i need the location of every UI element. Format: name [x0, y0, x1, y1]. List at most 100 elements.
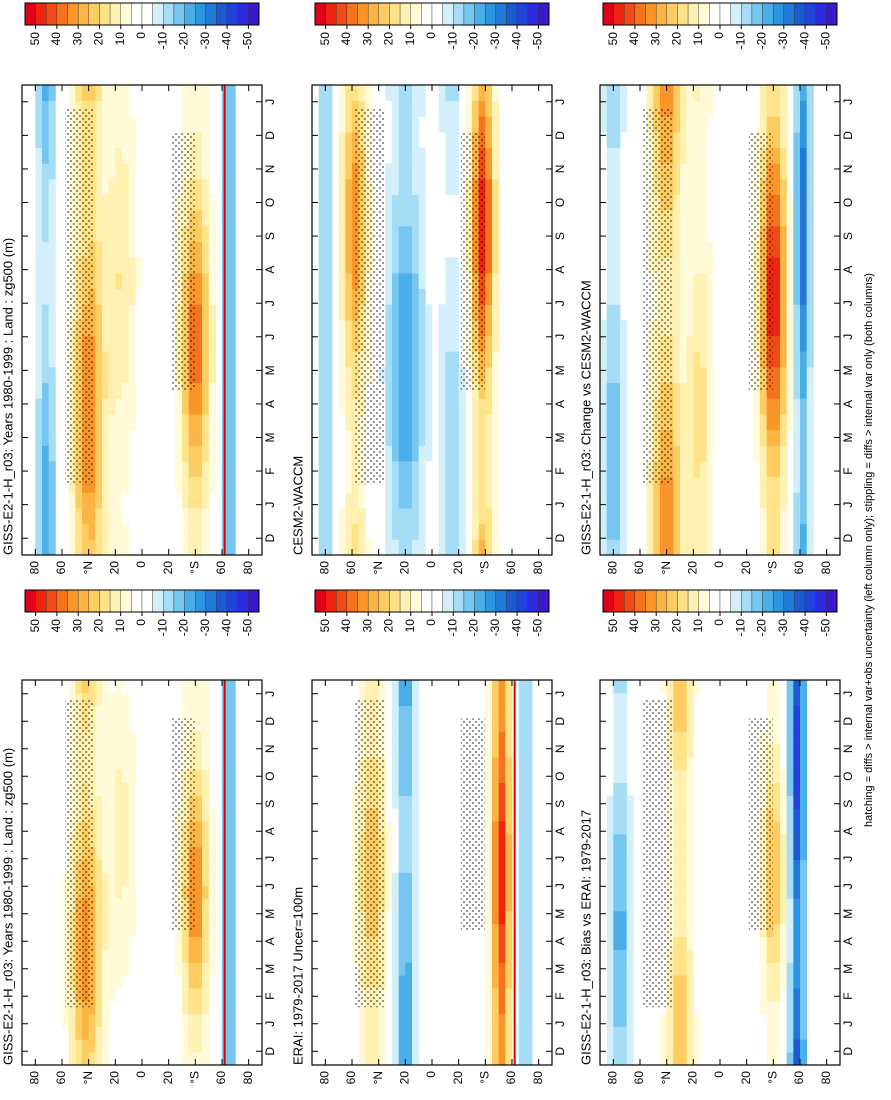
contour-cell: [492, 429, 500, 446]
contour-cell: [680, 163, 688, 180]
contour-cell: [452, 476, 460, 493]
contour-cell: [108, 163, 116, 180]
contour-cell: [122, 194, 130, 211]
contour-cell: [95, 476, 103, 493]
contour-cell: [378, 1039, 386, 1053]
contour-cell: [613, 834, 621, 848]
month-label: A: [263, 827, 277, 835]
contour-cell: [405, 885, 413, 899]
contour-cell: [800, 834, 808, 848]
contour-cell: [766, 100, 774, 117]
contour-cell: [405, 288, 413, 305]
contour-cell: [128, 147, 136, 164]
month-label: A: [553, 266, 567, 274]
contour-cell: [122, 808, 130, 822]
colorbar-box: [120, 2, 132, 26]
contour-cell: [680, 194, 688, 211]
contour-cell: [680, 147, 688, 164]
contour-cell: [35, 304, 43, 321]
contour-cell: [318, 445, 326, 462]
contour-cell: [786, 718, 794, 732]
contour-cell: [122, 898, 130, 912]
contour-cell: [412, 304, 420, 321]
contour-cell: [318, 335, 326, 352]
contour-cell: [613, 539, 621, 556]
contour-cell: [452, 539, 460, 556]
contour-cell: [122, 335, 130, 352]
contour-cell: [452, 492, 460, 509]
contour-cell: [48, 429, 56, 446]
contour-cell: [773, 898, 781, 912]
colorbar-label: 20: [382, 619, 396, 633]
contour-cell: [35, 100, 43, 117]
contour-cell: [128, 769, 136, 784]
contour-cell: [800, 1026, 808, 1040]
contour-cell: [518, 808, 526, 822]
contour-cell: [606, 414, 614, 431]
contour-cell: [345, 476, 353, 493]
contour-cell: [445, 100, 453, 117]
colorbar-box: [77, 2, 90, 26]
contour-cell: [48, 273, 56, 290]
contour-cell: [472, 382, 480, 399]
contour-cell: [122, 885, 130, 899]
contour-cell: [418, 179, 426, 196]
month-label: S: [841, 232, 855, 240]
contour-cell: [372, 1013, 380, 1027]
contour-cell: [378, 680, 386, 694]
contour-cell: [398, 508, 406, 525]
contour-cell: [412, 320, 420, 337]
contour-cell: [766, 988, 774, 1002]
contour-cell: [115, 414, 123, 431]
contour-cell: [438, 304, 446, 321]
contour-cell: [358, 680, 366, 694]
contour-cell: [693, 1013, 701, 1027]
contour-cell: [492, 367, 500, 384]
contour-cell: [208, 962, 216, 976]
contour-cell: [773, 744, 781, 758]
contour-cell: [228, 1026, 236, 1040]
contour-cell: [405, 367, 413, 384]
contour-cell: [412, 367, 420, 384]
contour-cell: [465, 116, 473, 133]
contour-cell: [392, 898, 400, 912]
contour-cell: [325, 476, 333, 493]
contour-cell: [412, 846, 420, 861]
contour-cell: [786, 923, 794, 938]
contour-cell: [425, 367, 433, 384]
contour-cell: [95, 834, 103, 848]
contour-cell: [385, 834, 393, 848]
contour-cell: [680, 100, 688, 117]
contour-cell: [525, 1039, 533, 1053]
contour-cell: [412, 872, 420, 886]
contour-cell: [492, 414, 500, 431]
contour-cell: [195, 1013, 203, 1027]
contour-cell: [686, 911, 694, 925]
contour-cell: [412, 692, 420, 707]
contour-cell: [613, 304, 621, 321]
contour-cell: [345, 445, 353, 462]
month-label: F: [841, 467, 855, 474]
contour-cell: [345, 194, 353, 211]
contour-cell: [786, 1052, 794, 1066]
month-label: J: [553, 883, 567, 889]
contour-cell: [485, 445, 493, 462]
contour-cell: [485, 705, 493, 719]
month-label: M: [263, 909, 277, 919]
contour-cell: [492, 923, 500, 938]
contour-cell: [505, 898, 513, 912]
contour-cell: [358, 508, 366, 525]
contour-cell: [773, 100, 781, 117]
contour-cell: [122, 523, 130, 540]
contour-cell: [800, 367, 808, 384]
contour-cell: [760, 936, 768, 950]
contour-cell: [42, 100, 50, 117]
contour-cell: [438, 100, 446, 117]
contour-cell: [673, 731, 681, 745]
contour-cell: [195, 194, 203, 211]
contour-cell: [108, 320, 116, 337]
contour-cell: [102, 85, 110, 102]
contour-cell: [202, 132, 210, 149]
contour-cell: [518, 859, 526, 873]
contour-cell: [202, 85, 210, 102]
